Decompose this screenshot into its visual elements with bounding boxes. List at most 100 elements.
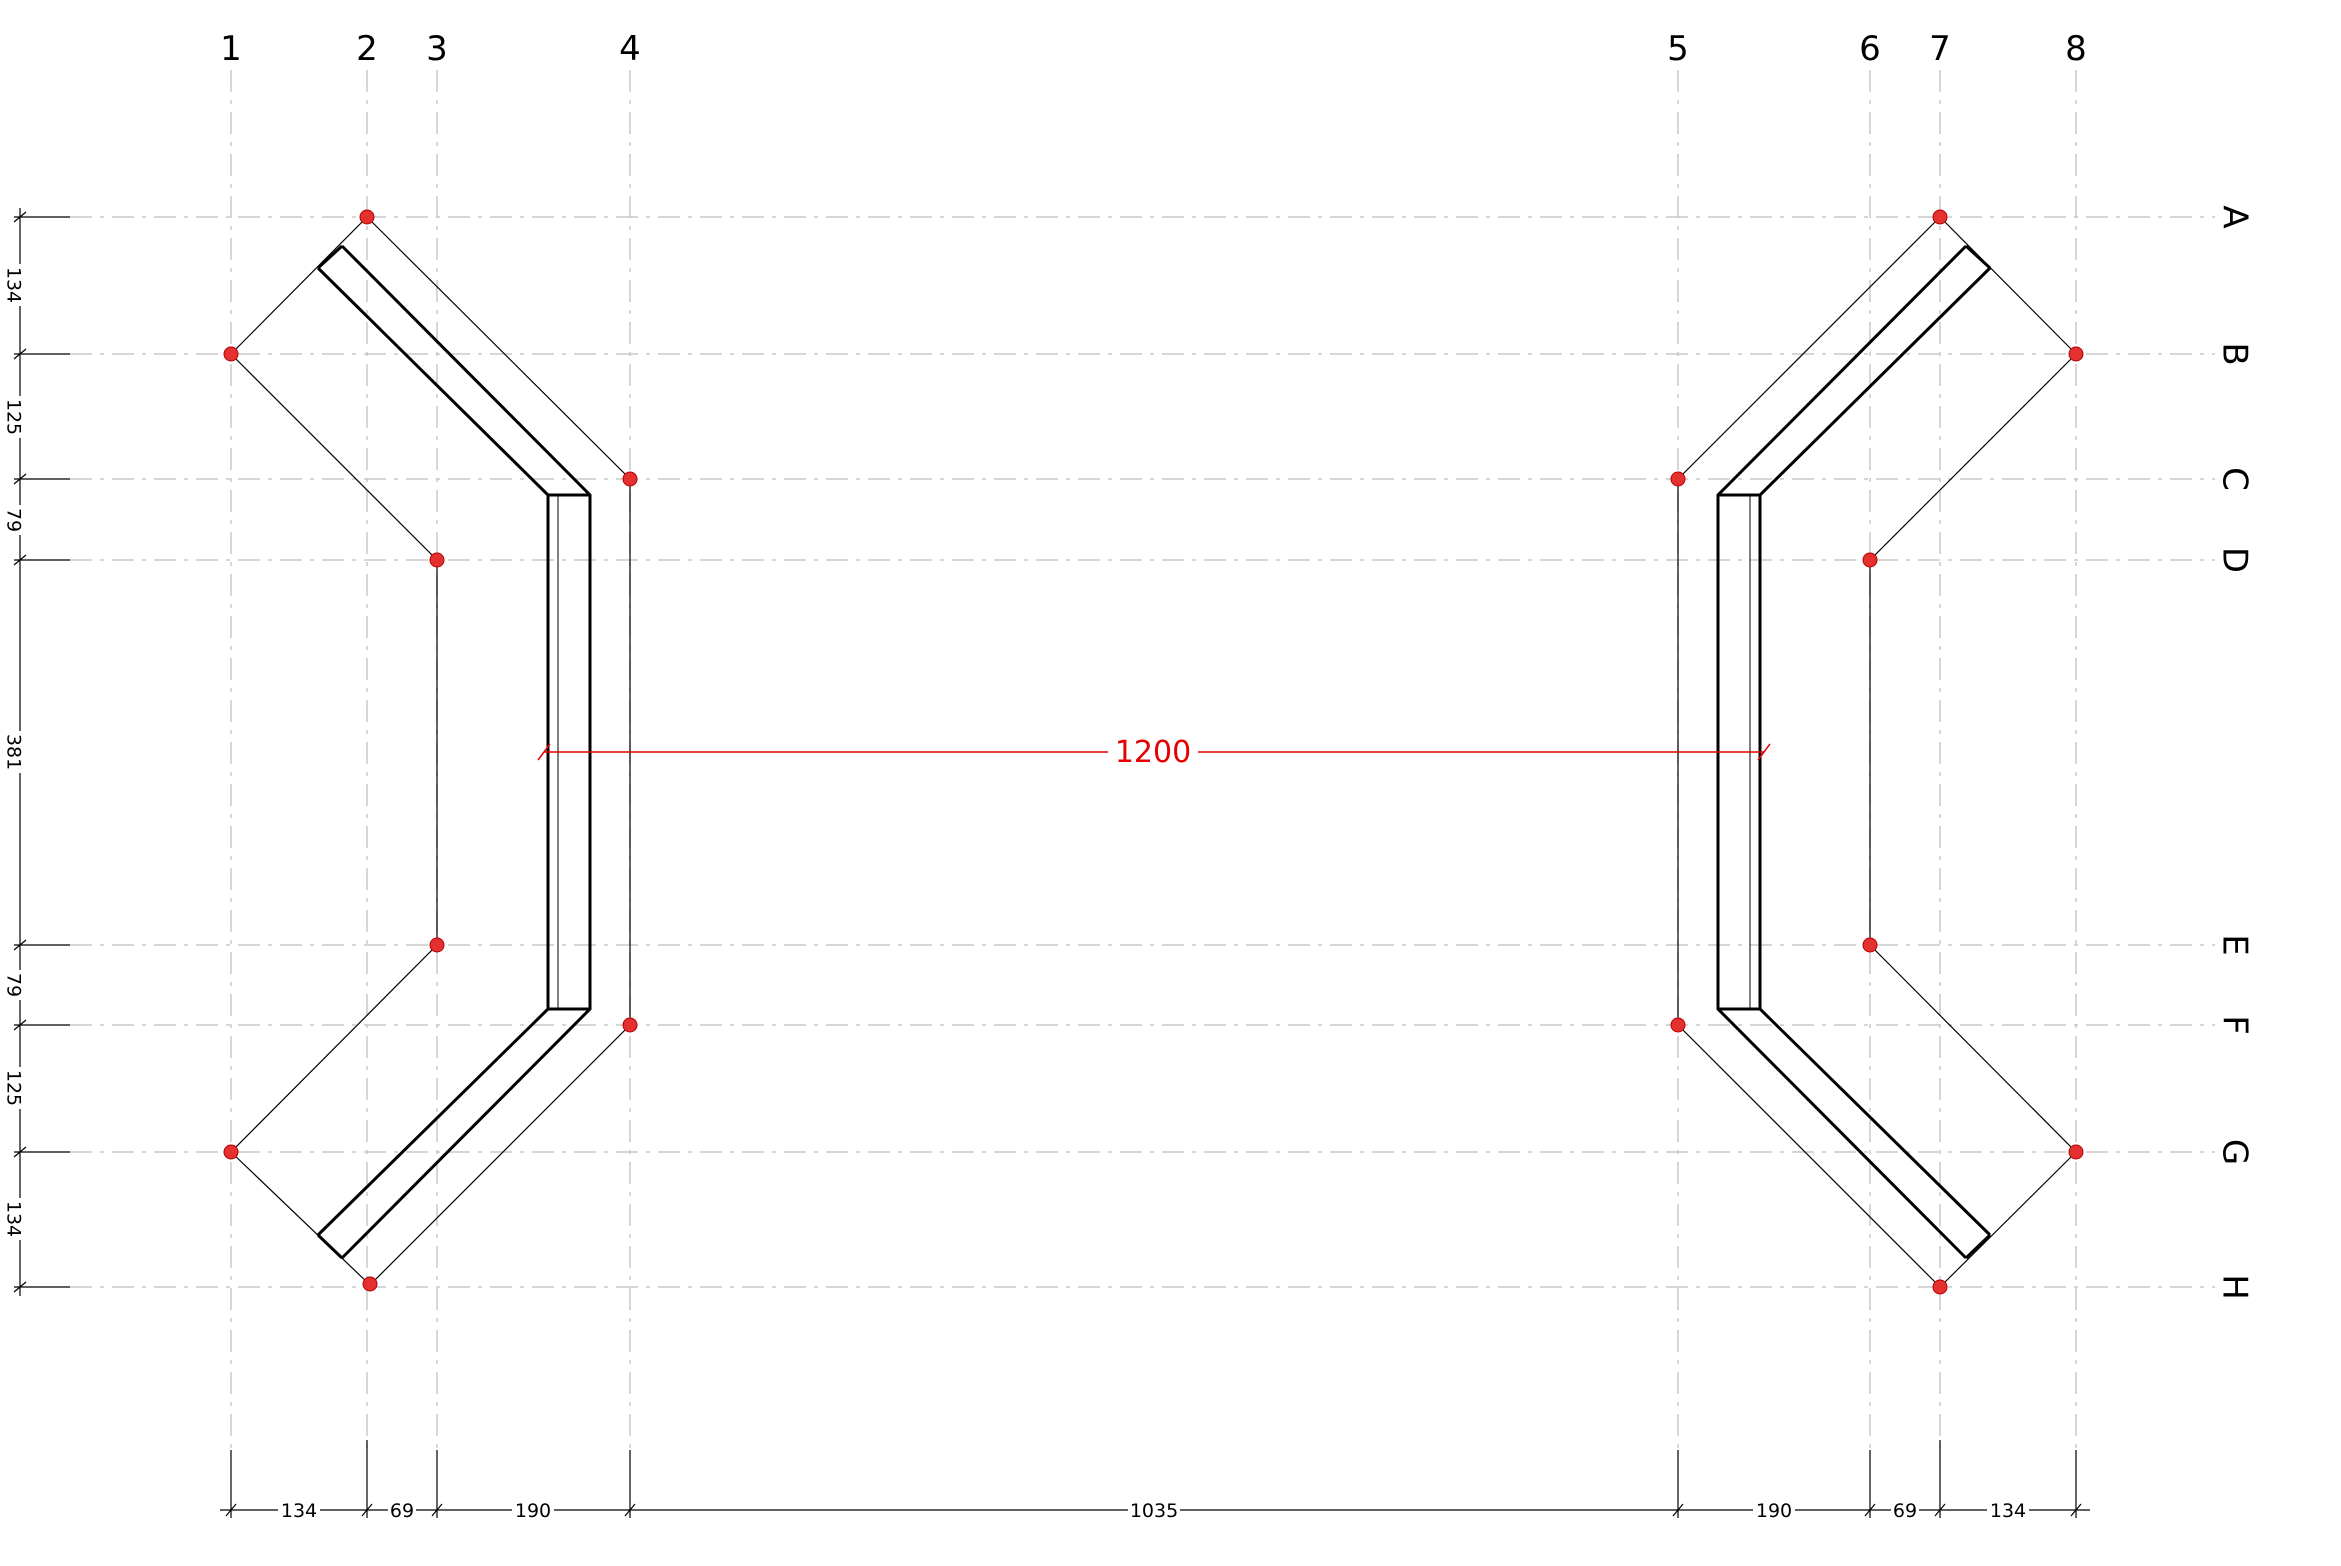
dimension-label-background [10,264,30,306]
node-point [223,1144,239,1160]
dimension-label-background [512,1500,554,1520]
grid-row-label: C [2215,467,2255,491]
node-point [362,1276,378,1292]
left-dimension-tick [13,939,27,951]
dimension-label-background [10,1198,30,1240]
bottom-dimension-label: 1035 [1130,1500,1178,1522]
left-beam-top-end [316,244,344,270]
grid-row-label: G [2215,1139,2255,1165]
node-point [359,209,375,225]
right-frame-outline [1677,216,2077,1288]
node-point [622,1017,638,1033]
left-dimension-tick [13,1019,27,1031]
dimension-label-background [1128,1500,1180,1520]
dimension-label-background [1753,1500,1795,1520]
bottom-dimension-label: 69 [390,1500,414,1522]
row-labels: A B C D E F G H [2215,205,2255,1299]
row-grid [70,216,2215,1288]
span-dimension-tick-right [1757,743,1771,761]
bottom-dimension-chain: 134 69 190 1035 190 69 134 [220,1440,2090,1522]
left-dimension-tick [13,1281,27,1293]
node-point [1862,937,1878,953]
left-dimension-chain: 134 125 79 381 79 125 134 [3,208,70,1296]
bottom-dimension-tick [361,1503,373,1517]
node-point [2068,346,2084,362]
left-dimension-tick [13,473,27,485]
bottom-dimension-tick [624,1503,636,1517]
bottom-dimension-label: 134 [281,1500,317,1522]
grid-column-label: 2 [356,29,378,69]
right-beam-bottom-end [1964,1233,1992,1260]
left-dimension-label: 381 [3,734,25,770]
dimension-label-background [10,396,30,438]
left-dimension-label: 134 [3,1201,25,1237]
grid-column-label: 5 [1667,29,1689,69]
dimension-label-background [10,731,30,773]
span-dimension-label: 1200 [1115,735,1191,770]
left-beam-edge-inner [316,266,550,1237]
dimension-label-background [10,970,30,1000]
grid-row-label: B [2215,342,2255,365]
node-point [622,471,638,487]
grid-column-label: 8 [2065,29,2087,69]
node-point [1670,471,1686,487]
bottom-dimension-tick [431,1503,443,1517]
right-beam-top-end [1964,244,1992,270]
dimension-label-background [1987,1500,2029,1520]
left-inner-outline [230,353,438,1153]
grid-row-label: F [2215,1015,2255,1035]
left-dimension-tick [13,348,27,360]
left-dimension-label: 79 [3,508,25,532]
grid-row-label: H [2215,1274,2255,1300]
bottom-dimension-tick [225,1503,237,1517]
bottom-dimension-label: 190 [1756,1500,1792,1522]
dimension-label-background [10,1067,30,1109]
column-labels: 1 2 3 4 5 6 7 8 [220,29,2087,69]
node-point [1932,209,1948,225]
node-point [429,937,445,953]
left-dimension-label: 125 [3,399,25,435]
node-point [1670,1017,1686,1033]
grid-row-label: E [2215,934,2255,955]
grid-column-label: 7 [1929,29,1951,69]
node-point [429,552,445,568]
node-point [1862,552,1878,568]
grid-column-label: 6 [1859,29,1881,69]
bottom-dimension-label: 69 [1893,1500,1917,1522]
right-inner-outline [1869,353,2077,1153]
grid-column-label: 1 [220,29,242,69]
grid-column-label: 4 [619,29,641,69]
left-dimension-tick [13,211,27,223]
dimension-label-background [10,505,30,535]
node-point [223,346,239,362]
dimension-label-background [278,1500,320,1520]
bottom-dimension-tick [1864,1503,1876,1517]
grid-column-label: 3 [426,29,448,69]
left-top-cap [230,216,368,355]
right-beam-edge-inner [1758,266,1992,1237]
span-dimension: 1200 [537,733,1771,770]
node-point [1932,1279,1948,1295]
nodes [223,209,2084,1295]
node-point [2068,1144,2084,1160]
span-label-background [1108,733,1198,769]
left-dimension-tick [13,1146,27,1158]
left-dimension-label: 79 [3,973,25,997]
bottom-dimension-tick [2070,1503,2082,1517]
right-bottom-cap [1939,1151,2077,1288]
dimension-label-background [1891,1500,1919,1520]
left-dimension-label: 125 [3,1070,25,1106]
left-beam-bottom-end [316,1233,344,1260]
left-dimension-label: 134 [3,267,25,303]
grid-row-label: A [2215,205,2255,228]
dimension-label-background [388,1500,416,1520]
grid-row-label: D [2215,547,2255,573]
bottom-dimension-tick [1672,1503,1684,1517]
left-bottom-cap [230,1151,371,1286]
bottom-dimension-tick [1934,1503,1946,1517]
left-dimension-tick [13,554,27,566]
right-top-cap [1939,216,2077,355]
bottom-dimension-label: 134 [1990,1500,2026,1522]
bottom-dimension-label: 190 [515,1500,551,1522]
